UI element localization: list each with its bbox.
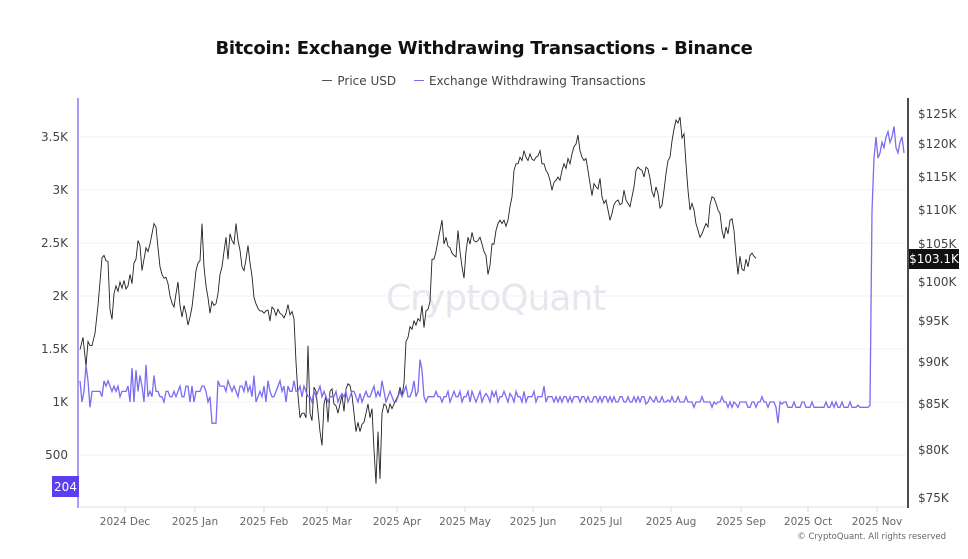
x-axis-tick-label: 2025 Mar [302, 516, 353, 528]
current-price-badge: $103.1K [909, 249, 959, 269]
right-axis-tick-label: $80K [918, 443, 950, 457]
right-axis-ticks: $75K $80K $85K $90K $95K $100K $105K $110K $115K… [918, 107, 958, 505]
right-axis-tick-label: $110K [918, 203, 958, 217]
copyright-notice: © CryptoQuant. All rights reserved [797, 532, 946, 542]
x-axis-tick-label: 2025 May [439, 516, 491, 528]
x-axis-tick-label: 2025 Jul [580, 516, 623, 528]
x-axis-ticks: 2024 Dec 2025 Jan 2025 Feb 2025 Mar 2025 Apr… [100, 507, 902, 528]
right-axis-tick-label: $85K [918, 397, 950, 411]
chart-legend: Price USD Exchange Withdrawing Transacti… [0, 70, 968, 88]
legend-label-transactions: Exchange Withdrawing Transactions [428, 73, 646, 88]
right-axis-tick-label: $90K [918, 355, 950, 369]
legend-swatch-price-icon [322, 80, 333, 81]
withdrawing-transactions-line [79, 126, 905, 424]
legend-item-transactions[interactable]: Exchange Withdrawing Transactions [413, 73, 646, 88]
chart-title: Bitcoin: Exchange Withdrawing Transactio… [215, 38, 753, 59]
current-transactions-badge: 204 [52, 476, 79, 497]
left-axis-tick-label: 1.5K [41, 342, 69, 356]
x-axis-tick-label: 2025 Nov [852, 516, 903, 528]
legend-item-price[interactable]: Price USD [322, 74, 396, 88]
price-usd-line [79, 116, 757, 484]
legend-label-price: Price USD [337, 73, 397, 88]
legend-swatch-transactions-icon [413, 80, 424, 81]
left-axis-tick-label: 3.5K [41, 130, 69, 144]
x-axis-tick-label: 2025 Jan [172, 516, 218, 528]
left-axis-tick-label: 2K [52, 289, 69, 303]
left-axis-tick-label: 2.5K [41, 236, 69, 250]
right-axis-tick-label: $105K [918, 237, 958, 251]
right-axis-tick-label: $100K [918, 275, 958, 289]
x-axis-tick-label: 2025 Apr [373, 516, 422, 528]
right-axis-tick-label: $75K [918, 491, 950, 505]
x-axis-tick-label: 2025 Aug [646, 516, 697, 528]
x-axis-tick-label: 2025 Feb [240, 516, 289, 528]
left-axis-tick-label: 3K [52, 183, 69, 197]
right-axis-tick-label: $95K [918, 314, 950, 328]
x-axis-tick-label: 2025 Sep [716, 516, 766, 528]
right-axis-tick-label: $125K [918, 107, 958, 121]
x-axis-tick-label: 2025 Oct [784, 516, 832, 528]
x-axis-tick-label: 2025 Jun [510, 516, 556, 528]
left-axis-ticks: 500 1K 1.5K 2K 2.5K 3K 3.5K [41, 130, 69, 462]
left-axis-tick-label: 500 [45, 448, 68, 462]
gridlines [80, 136, 906, 456]
x-axis-tick-label: 2024 Dec [100, 516, 151, 528]
left-axis-tick-label: 1K [52, 395, 69, 409]
right-axis-tick-label: $115K [918, 170, 958, 184]
right-axis-tick-label: $120K [918, 137, 958, 151]
